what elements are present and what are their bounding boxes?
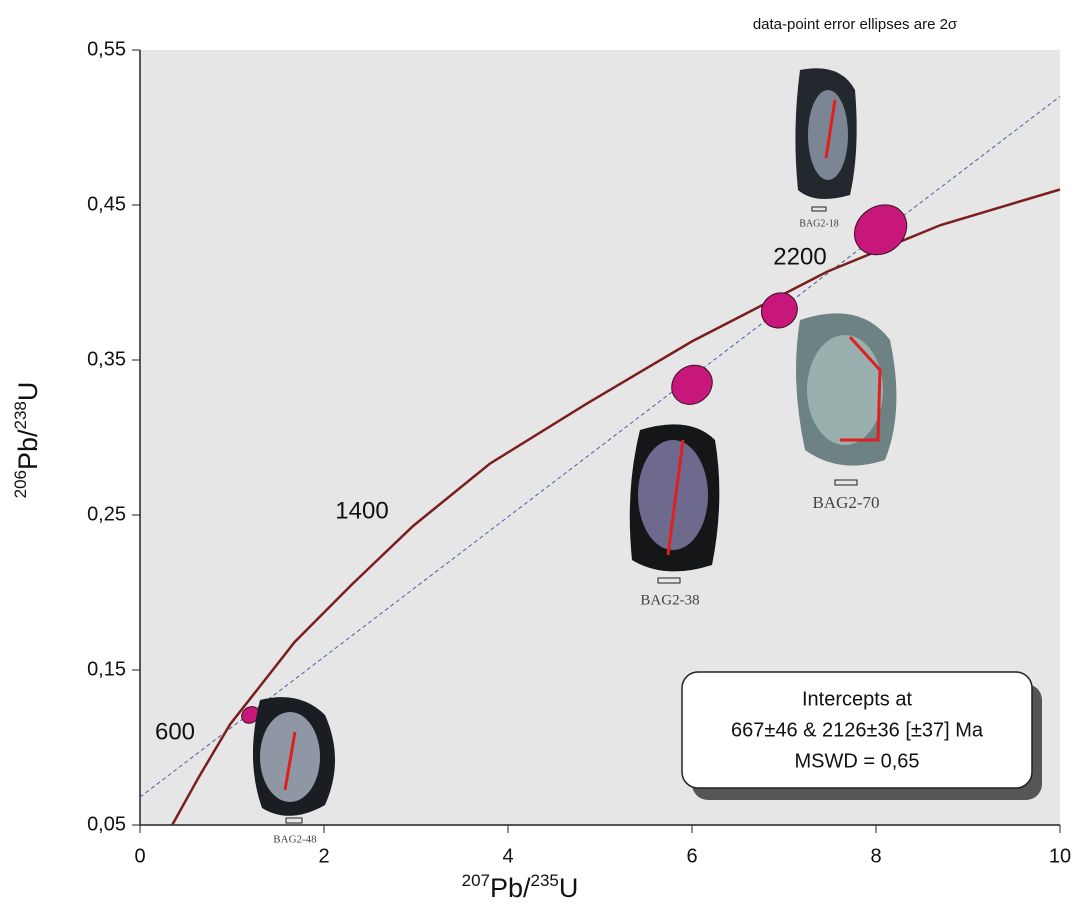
x-label-part: Pb/ bbox=[490, 873, 531, 903]
y-tick-label: 0,35 bbox=[87, 348, 126, 370]
grain-core bbox=[807, 335, 883, 445]
x-tick-label: 6 bbox=[686, 845, 697, 867]
chart: data-point error ellipses are 2σ 206Pb/2… bbox=[0, 0, 1081, 909]
y-label-sup: 206 bbox=[11, 470, 30, 498]
x-label-sup: 207 bbox=[462, 871, 490, 890]
grain-label: BAG2-70 bbox=[812, 493, 879, 512]
x-axis-label: 207Pb/235U bbox=[462, 871, 579, 903]
age-label: 2200 bbox=[773, 243, 826, 270]
y-tick-label: 0,55 bbox=[87, 38, 126, 60]
x-tick-label: 10 bbox=[1049, 845, 1071, 867]
age-label: 600 bbox=[155, 718, 195, 745]
grain-label: BAG2-38 bbox=[640, 592, 699, 608]
intercept-text: 667±46 & 2126±36 [±37] Ma bbox=[731, 719, 984, 741]
x-label-sup: 235 bbox=[531, 871, 559, 890]
y-axis-label: 206Pb/238U bbox=[11, 382, 43, 499]
y-label-sup: 238 bbox=[11, 401, 30, 429]
grain-label: BAG2-18 bbox=[799, 218, 838, 229]
intercept-text: Intercepts at bbox=[802, 688, 913, 710]
age-label: 1400 bbox=[335, 497, 388, 524]
grain-core bbox=[638, 440, 708, 550]
x-label-part: U bbox=[559, 873, 579, 903]
y-tick-label: 0,15 bbox=[87, 658, 126, 680]
y-tick-label: 0,05 bbox=[87, 813, 126, 835]
y-label-part: U bbox=[13, 382, 43, 402]
y-tick-label: 0,45 bbox=[87, 193, 126, 215]
x-tick-label: 4 bbox=[502, 845, 513, 867]
grain-label: BAG2-48 bbox=[273, 834, 317, 846]
x-tick-label: 8 bbox=[870, 845, 881, 867]
y-label-part: Pb/ bbox=[13, 429, 43, 470]
x-tick-label: 0 bbox=[134, 845, 145, 867]
intercept-text: MSWD = 0,65 bbox=[794, 750, 919, 772]
grain-core bbox=[808, 90, 848, 180]
y-tick-label: 0,25 bbox=[87, 503, 126, 525]
note: data-point error ellipses are 2σ bbox=[753, 16, 958, 33]
x-tick-label: 2 bbox=[318, 845, 329, 867]
